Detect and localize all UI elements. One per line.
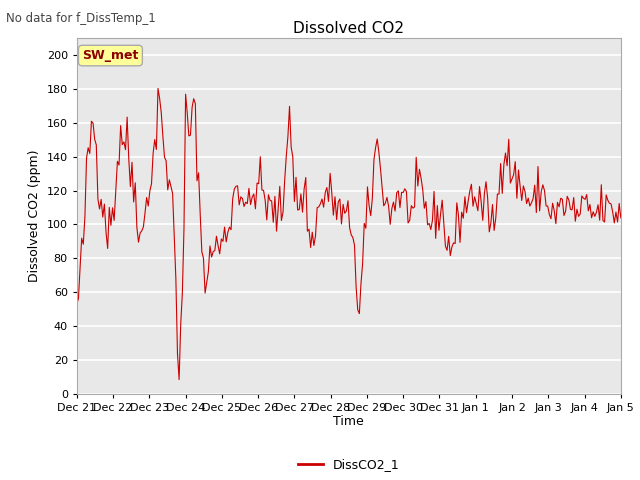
- Text: No data for f_DissTemp_1: No data for f_DissTemp_1: [6, 12, 156, 25]
- Title: Dissolved CO2: Dissolved CO2: [293, 21, 404, 36]
- X-axis label: Time: Time: [333, 415, 364, 429]
- Legend: DissCO2_1: DissCO2_1: [293, 453, 404, 476]
- Y-axis label: Dissolved CO2 (ppm): Dissolved CO2 (ppm): [28, 150, 41, 282]
- Text: SW_met: SW_met: [82, 49, 139, 62]
